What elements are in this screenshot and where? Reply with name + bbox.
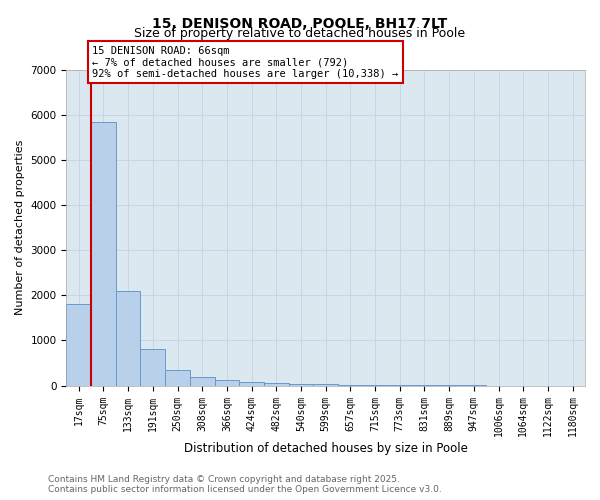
Text: 15 DENISON ROAD: 66sqm
← 7% of detached houses are smaller (792)
92% of semi-det: 15 DENISON ROAD: 66sqm ← 7% of detached … bbox=[92, 46, 398, 78]
Y-axis label: Number of detached properties: Number of detached properties bbox=[15, 140, 25, 316]
Text: Size of property relative to detached houses in Poole: Size of property relative to detached ho… bbox=[134, 28, 466, 40]
Bar bbox=[116, 291, 140, 386]
Bar bbox=[165, 370, 190, 386]
Text: 15, DENISON ROAD, POOLE, BH17 7LT: 15, DENISON ROAD, POOLE, BH17 7LT bbox=[152, 18, 448, 32]
Bar bbox=[289, 384, 313, 386]
X-axis label: Distribution of detached houses by size in Poole: Distribution of detached houses by size … bbox=[184, 442, 467, 455]
Bar bbox=[67, 304, 91, 386]
Bar bbox=[264, 383, 289, 386]
Bar bbox=[190, 376, 215, 386]
Bar bbox=[215, 380, 239, 386]
Bar bbox=[239, 382, 264, 386]
Bar bbox=[338, 384, 363, 386]
Bar bbox=[140, 348, 165, 386]
Bar bbox=[313, 384, 338, 386]
Bar bbox=[91, 122, 116, 386]
Text: Contains HM Land Registry data © Crown copyright and database right 2025.
Contai: Contains HM Land Registry data © Crown c… bbox=[48, 475, 442, 494]
